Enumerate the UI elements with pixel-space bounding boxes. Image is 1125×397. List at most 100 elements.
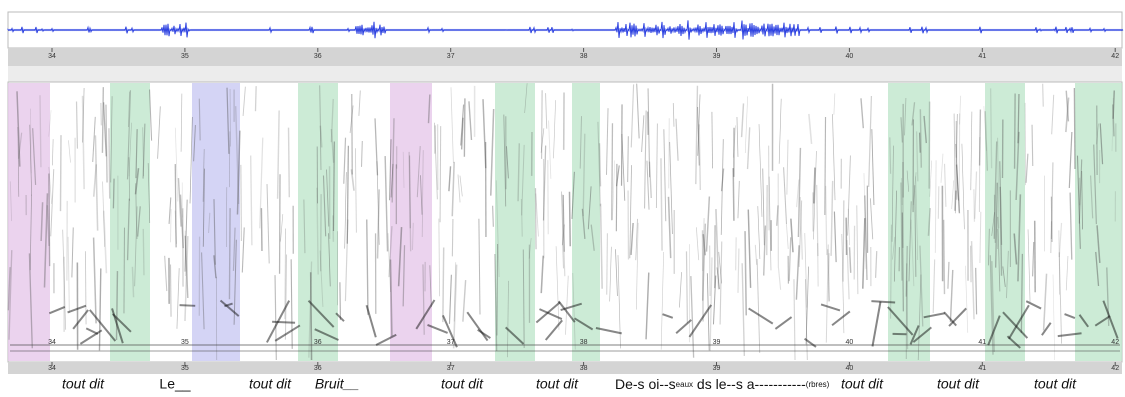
spectral-streak bbox=[999, 186, 1003, 276]
spectral-streak bbox=[1068, 131, 1073, 189]
spectral-streak bbox=[643, 110, 647, 209]
spectral-streak bbox=[213, 199, 216, 265]
tick-label: 35 bbox=[181, 53, 189, 60]
transcription-part: eaux bbox=[676, 380, 693, 389]
spectral-streak bbox=[627, 136, 629, 183]
spectral-streak bbox=[39, 95, 42, 168]
spectral-streak bbox=[908, 201, 912, 282]
spectral-streak bbox=[478, 218, 481, 315]
spectral-streak bbox=[1058, 222, 1063, 258]
tick-label: 41 bbox=[978, 339, 986, 346]
spectral-streak bbox=[126, 198, 130, 261]
spectral-streak bbox=[142, 127, 145, 177]
spectral-streak bbox=[459, 175, 463, 197]
spectral-streak bbox=[1078, 159, 1083, 224]
spectral-streak bbox=[762, 168, 765, 246]
spectral-streak bbox=[46, 205, 50, 247]
spectral-streak bbox=[184, 199, 188, 272]
waveform-ruler bbox=[8, 48, 1122, 66]
spectral-streak bbox=[350, 169, 355, 191]
spectral-streak bbox=[234, 106, 240, 205]
spectral-streak bbox=[906, 170, 910, 192]
spectral-streak bbox=[1099, 123, 1104, 165]
spectral-streak bbox=[675, 118, 679, 161]
spectral-streak bbox=[695, 227, 700, 261]
spectral-streak bbox=[991, 261, 995, 352]
formant bbox=[85, 327, 99, 335]
spectral-streak bbox=[1058, 230, 1060, 295]
spectral-streak bbox=[427, 94, 431, 124]
spectral-streak bbox=[848, 247, 852, 273]
spectral-streak bbox=[842, 200, 845, 282]
tick-label: 37 bbox=[447, 53, 455, 60]
spectral-streak bbox=[804, 233, 808, 308]
spectral-streak bbox=[799, 197, 804, 260]
spectral-streak bbox=[128, 91, 130, 127]
transcription-part: De-s oi--s bbox=[615, 376, 676, 392]
spectral-streak bbox=[503, 114, 507, 207]
spectral-streak bbox=[174, 127, 179, 202]
spectral-streak bbox=[344, 219, 349, 302]
formant bbox=[675, 319, 692, 334]
spectral-streak bbox=[984, 111, 989, 171]
spectral-streak bbox=[581, 208, 586, 240]
spectral-streak bbox=[1027, 229, 1031, 302]
spectral-streak bbox=[808, 113, 813, 145]
spectral-streak bbox=[568, 191, 571, 247]
spectral-streak bbox=[862, 218, 866, 289]
spectral-streak bbox=[308, 261, 313, 358]
spectral-streak bbox=[134, 206, 138, 287]
formant bbox=[335, 312, 345, 322]
formant bbox=[314, 328, 339, 341]
formant bbox=[1041, 322, 1052, 336]
spectral-streak bbox=[989, 88, 993, 169]
spectral-streak bbox=[951, 180, 955, 210]
spectral-streak bbox=[929, 160, 932, 197]
spectral-streak bbox=[678, 272, 682, 308]
spectral-streak bbox=[893, 190, 898, 282]
spectral-streak bbox=[48, 173, 51, 267]
highlight-band bbox=[110, 83, 150, 361]
spectral-streak bbox=[720, 139, 724, 235]
spectral-streak bbox=[606, 233, 608, 295]
spectral-streak bbox=[330, 98, 334, 143]
spectral-streak bbox=[620, 104, 623, 186]
spectral-streak bbox=[1095, 251, 1100, 287]
tick-label: 34 bbox=[48, 53, 56, 60]
formant bbox=[1102, 300, 1119, 339]
spectral-streak bbox=[349, 105, 354, 134]
spectral-streak bbox=[954, 190, 957, 211]
spectral-streak bbox=[439, 126, 442, 223]
spectral-streak bbox=[17, 126, 20, 197]
spectral-streak bbox=[202, 149, 205, 202]
highlight-band bbox=[298, 83, 338, 361]
spectral-streak bbox=[786, 139, 789, 195]
spectral-streak bbox=[744, 96, 748, 154]
spectral-streak bbox=[740, 103, 745, 138]
spectral-streak bbox=[390, 163, 394, 198]
spectral-streak bbox=[157, 106, 161, 159]
spectral-streak bbox=[496, 243, 499, 336]
spectral-streak bbox=[451, 219, 454, 257]
spectral-streak bbox=[387, 233, 391, 293]
spectral-streak bbox=[711, 111, 713, 169]
spectral-streak bbox=[927, 208, 931, 236]
spectral-streak bbox=[260, 208, 263, 252]
spectral-streak bbox=[816, 243, 819, 287]
spectral-streak bbox=[672, 103, 675, 127]
formant bbox=[79, 329, 103, 345]
spectral-streak bbox=[833, 211, 837, 263]
spectral-streak bbox=[520, 198, 523, 237]
spectral-streak bbox=[934, 160, 937, 253]
spectral-streak bbox=[732, 125, 737, 158]
spectral-streak bbox=[28, 253, 33, 349]
spectral-streak bbox=[736, 117, 739, 157]
spectral-streak bbox=[663, 129, 667, 222]
spectral-streak bbox=[825, 244, 829, 343]
formant bbox=[1078, 314, 1090, 328]
spectral-streak bbox=[254, 86, 257, 112]
spectral-streak bbox=[660, 158, 663, 251]
transcription-label: Le__ bbox=[159, 376, 190, 392]
spectral-streak bbox=[959, 95, 962, 125]
spectral-streak bbox=[540, 128, 545, 153]
